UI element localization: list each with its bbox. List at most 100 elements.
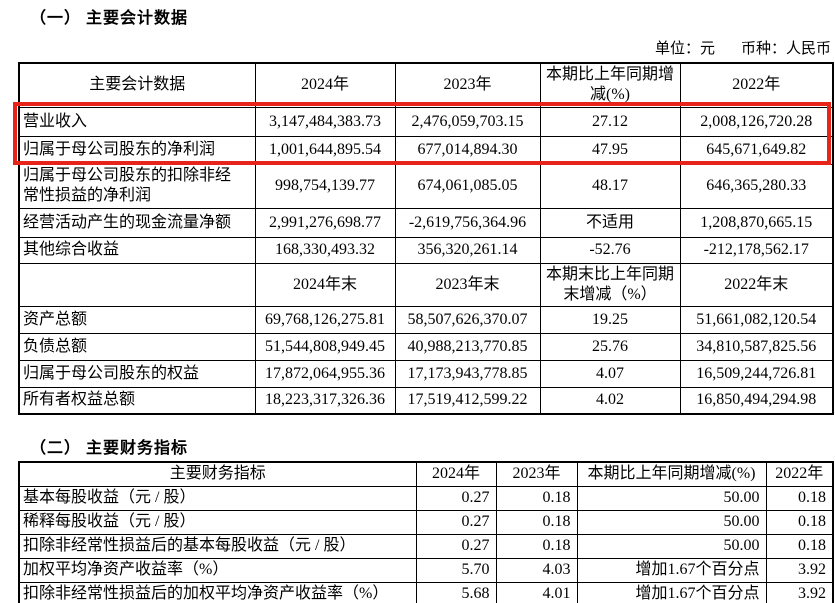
- cell-value: 47.95: [539, 135, 681, 165]
- cell-value: 48.17: [539, 163, 681, 209]
- cell-value: 0.18: [765, 485, 834, 511]
- cell-value: 0.18: [765, 533, 834, 559]
- table-row: 负债总额 51,544,808,949.45 40,988,213,770.85…: [18, 332, 834, 361]
- financial-table: 主要财务指标 2024年 2023年 本期比上年同期增减(%) 2022年 基本…: [18, 461, 834, 603]
- row-label: 归属于母公司股东的净利润: [18, 135, 256, 165]
- cell-value: 50.00: [576, 533, 767, 559]
- column-header: 2023年末: [394, 262, 541, 307]
- cell-value: 2,476,059,703.15: [394, 106, 541, 137]
- cell-value: 2,991,276,698.77: [254, 207, 396, 238]
- table-row: 扣除非经常性损益后的基本每股收益（元 / 股） 0.27 0.18 50.00 …: [18, 533, 834, 559]
- table-row: 经营活动产生的现金流量净额 2,991,276,698.77 -2,619,75…: [18, 207, 834, 238]
- cell-value: 5.68: [415, 581, 497, 603]
- row-label: 负债总额: [18, 332, 256, 361]
- table-row: 扣除非经常性损益后的加权平均净资产收益率（%） 5.68 4.01 增加1.67…: [18, 581, 834, 603]
- cell-value: 356,320,261.14: [394, 236, 541, 264]
- cell-value: 0.27: [415, 485, 497, 511]
- cell-value: 4.07: [539, 359, 681, 388]
- cell-value: 34,810,587,825.56: [679, 332, 834, 361]
- cell-value: 645,671,649.82: [679, 135, 834, 165]
- cell-value: 16,509,244,726.81: [679, 359, 834, 388]
- cell-value: 19.25: [539, 305, 681, 334]
- row-label: 加权平均净资产收益率（%）: [18, 557, 417, 583]
- table-header-row: 主要会计数据 2024年 2023年 本期比上年同期增 减(%) 2022年: [18, 62, 834, 108]
- cell-value: -2,619,756,364.96: [394, 207, 541, 238]
- column-header: 2024年: [415, 461, 497, 487]
- cell-value: 增加1.67个百分点: [576, 581, 767, 603]
- table-row: 基本每股收益（元 / 股） 0.27 0.18 50.00 0.18: [18, 485, 834, 511]
- cell-value: 0.18: [765, 509, 834, 535]
- cell-value: 1,001,644,895.54: [254, 135, 396, 165]
- cell-value: -52.76: [539, 236, 681, 264]
- column-header: 2023年: [394, 62, 541, 108]
- cell-value: 998,754,139.77: [254, 163, 396, 209]
- cell-value: 16,850,494,294.98: [679, 386, 834, 415]
- cell-value: 0.18: [495, 509, 578, 535]
- table-row: 归属于母公司股东的扣除非经 常性损益的净利润 998,754,139.77 67…: [18, 163, 834, 209]
- cell-value: 646,365,280.33: [679, 163, 834, 209]
- cell-value: 18,223,317,326.36: [254, 386, 396, 415]
- column-header: 2023年: [495, 461, 578, 487]
- table-row: 归属于母公司股东的净利润 1,001,644,895.54 677,014,89…: [18, 135, 834, 165]
- table-row: 归属于母公司股东的权益 17,872,064,955.36 17,173,943…: [18, 359, 834, 388]
- section-title-accounting: （一） 主要会计数据: [30, 10, 189, 27]
- table-header-row: 主要财务指标 2024年 2023年 本期比上年同期增减(%) 2022年: [18, 461, 834, 487]
- column-header: 2024年末: [254, 262, 396, 307]
- column-header: [18, 262, 256, 307]
- row-label: 资产总额: [18, 305, 256, 334]
- cell-value: 674,061,085.05: [394, 163, 541, 209]
- column-header: 2022年: [679, 62, 834, 108]
- unit-currency-line: 单位：元 币种：人民币: [655, 37, 831, 58]
- column-header: 本期比上年同期增减(%): [576, 461, 767, 487]
- cell-value: 51,661,082,120.54: [679, 305, 834, 334]
- column-header: 主要会计数据: [18, 62, 256, 108]
- cell-value: 3.92: [765, 557, 834, 583]
- cell-value: 增加1.67个百分点: [576, 557, 767, 583]
- cell-value: 677,014,894.30: [394, 135, 541, 165]
- cell-value: 0.27: [415, 509, 497, 535]
- cell-value: -212,178,562.17: [679, 236, 834, 264]
- cell-value: 51,544,808,949.45: [254, 332, 396, 361]
- table-row: 所有者权益总额 18,223,317,326.36 17,519,412,599…: [18, 386, 834, 415]
- cell-value: 不适用: [539, 207, 681, 238]
- cell-value: 25.76: [539, 332, 681, 361]
- cell-value: 2,008,126,720.28: [679, 106, 834, 137]
- row-label: 基本每股收益（元 / 股）: [18, 485, 417, 511]
- row-label: 所有者权益总额: [18, 386, 256, 415]
- table-row: 稀释每股收益（元 / 股） 0.27 0.18 50.00 0.18: [18, 509, 834, 535]
- column-header: 本期比上年同期增 减(%): [539, 62, 681, 108]
- cell-value: 17,519,412,599.22: [394, 386, 541, 415]
- cell-value: 27.12: [539, 106, 681, 137]
- table-row: 资产总额 69,768,126,275.81 58,507,626,370.07…: [18, 305, 834, 334]
- row-label: 扣除非经常性损益后的加权平均净资产收益率（%）: [18, 581, 417, 603]
- table-row: 其他综合收益 168,330,493.32 356,320,261.14 -52…: [18, 236, 834, 264]
- cell-value: 0.18: [495, 485, 578, 511]
- column-header: 主要财务指标: [18, 461, 417, 487]
- unit-label: 单位：元: [654, 41, 715, 57]
- row-label: 归属于母公司股东的扣除非经 常性损益的净利润: [18, 163, 256, 209]
- row-label: 扣除非经常性损益后的基本每股收益（元 / 股）: [18, 533, 417, 559]
- row-label: 经营活动产生的现金流量净额: [18, 207, 256, 238]
- cell-value: 58,507,626,370.07: [394, 305, 541, 334]
- cell-value: 50.00: [576, 485, 767, 511]
- cell-value: 1,208,870,665.15: [679, 207, 834, 238]
- cell-value: 168,330,493.32: [254, 236, 396, 264]
- cell-value: 4.01: [495, 581, 578, 603]
- cell-value: 50.00: [576, 509, 767, 535]
- cell-value: 3,147,484,383.73: [254, 106, 396, 137]
- section-title-financial: （二） 主要财务指标: [30, 440, 189, 457]
- column-header: 2022年末: [679, 262, 834, 307]
- cell-value: 17,173,943,778.85: [394, 359, 541, 388]
- column-header: 2022年: [765, 461, 834, 487]
- cell-value: 0.18: [495, 533, 578, 559]
- currency-label: 币种：人民币: [740, 41, 831, 57]
- cell-value: 5.70: [415, 557, 497, 583]
- cell-value: 69,768,126,275.81: [254, 305, 396, 334]
- cell-value: 0.27: [415, 533, 497, 559]
- cell-value: 4.03: [495, 557, 578, 583]
- row-label: 其他综合收益: [18, 236, 256, 264]
- cell-value: 40,988,213,770.85: [394, 332, 541, 361]
- table-row: 加权平均净资产收益率（%） 5.70 4.03 增加1.67个百分点 3.92: [18, 557, 834, 583]
- row-label: 归属于母公司股东的权益: [18, 359, 256, 388]
